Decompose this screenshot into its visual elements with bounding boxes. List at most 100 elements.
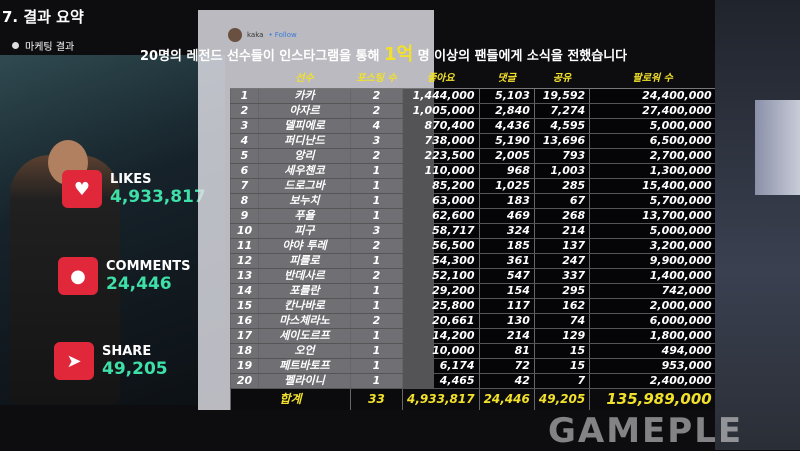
cell-comments: 117 bbox=[478, 298, 535, 314]
cell-rank: 11 bbox=[230, 238, 259, 254]
cell-name: 퍼디난드 bbox=[258, 133, 351, 149]
share-value: 49,205 bbox=[102, 358, 168, 379]
cell-shares: 7 bbox=[533, 373, 590, 389]
presentation-screen: 7. 결과 요약 마케팅 결과 ♥ LIKES 4,933,817 ● COMME… bbox=[0, 8, 716, 410]
table-row: 3 델피에로 4 870,400 4,436 4,595 5,000,000 bbox=[230, 118, 716, 134]
cell-likes: 29,200 bbox=[402, 283, 480, 299]
cell-rank: 3 bbox=[230, 118, 259, 134]
cell-fol: 2,700,000 bbox=[589, 148, 716, 164]
cell-fol: 24,400,000 bbox=[589, 88, 716, 104]
cell-rank: 20 bbox=[230, 373, 259, 389]
table-row: 17 세이도르프 1 14,200 214 129 1,800,000 bbox=[230, 328, 716, 344]
cell-posts: 1 bbox=[350, 343, 403, 359]
cell-comments: 214 bbox=[478, 328, 535, 344]
cell-comments: 154 bbox=[478, 283, 535, 299]
cell-shares: 7,274 bbox=[533, 103, 590, 119]
cell-posts: 2 bbox=[350, 238, 403, 254]
column-header bbox=[230, 70, 259, 89]
comments-label: COMMENTS bbox=[106, 258, 191, 274]
cell-fol: 9,900,000 bbox=[589, 253, 716, 269]
headline-pre: 20명의 레전드 선수들이 인스타그램을 통해 bbox=[140, 49, 380, 64]
cell-rank: 17 bbox=[230, 328, 259, 344]
cell-posts: 3 bbox=[350, 223, 403, 239]
cell-shares: 129 bbox=[533, 328, 590, 344]
cell-likes: 20,661 bbox=[402, 313, 480, 329]
cell-shares: 1,003 bbox=[533, 163, 590, 179]
cell-likes: 63,000 bbox=[402, 193, 480, 209]
share-icon: ➤ bbox=[54, 342, 94, 380]
cell-likes: 85,200 bbox=[402, 178, 480, 194]
table-row: 11 야야 투레 2 56,500 185 137 3,200,000 bbox=[230, 238, 716, 254]
table-row: 9 푸욜 1 62,600 469 268 13,700,000 bbox=[230, 208, 716, 224]
cell-comments: 2,005 bbox=[478, 148, 535, 164]
cell-comments: 469 bbox=[478, 208, 535, 224]
cell-name: 보누치 bbox=[258, 193, 351, 209]
cell-comments: 42 bbox=[478, 373, 535, 389]
cell-comments: 5,190 bbox=[478, 133, 535, 149]
cell-posts: 1 bbox=[350, 193, 403, 209]
cell-posts: 2 bbox=[350, 313, 403, 329]
cell-fol: 5,000,000 bbox=[589, 118, 716, 134]
cell-shares: 295 bbox=[533, 283, 590, 299]
column-header: 공유 bbox=[534, 70, 590, 89]
cell-name: 펠라이니 bbox=[258, 373, 351, 389]
background-light bbox=[755, 100, 800, 195]
cell-comments: 324 bbox=[478, 223, 535, 239]
subtitle: 마케팅 결과 bbox=[12, 38, 74, 53]
cell-fol: 27,400,000 bbox=[589, 103, 716, 119]
cell-rank: 8 bbox=[230, 193, 259, 209]
cell-rank: 9 bbox=[230, 208, 259, 224]
follow-link[interactable]: • Follow bbox=[268, 31, 297, 39]
table-row: 6 세우첸코 1 110,000 968 1,003 1,300,000 bbox=[230, 163, 716, 179]
cell-name: 푸욜 bbox=[258, 208, 351, 224]
table-row: 15 칸나바로 1 25,800 117 162 2,000,000 bbox=[230, 298, 716, 314]
cell-comments: 1,025 bbox=[478, 178, 535, 194]
cell-fol: 3,200,000 bbox=[589, 238, 716, 254]
cell-likes: 54,300 bbox=[402, 253, 480, 269]
cell-likes: 10,000 bbox=[402, 343, 480, 359]
cell-rank: 19 bbox=[230, 358, 259, 374]
cell-name: 아자르 bbox=[258, 103, 351, 119]
cell-name: 페트바토프 bbox=[258, 358, 351, 374]
table-row: 13 반데사르 2 52,100 547 337 1,400,000 bbox=[230, 268, 716, 284]
cell-posts: 1 bbox=[350, 373, 403, 389]
cell-rank: 15 bbox=[230, 298, 259, 314]
section-title: 7. 결과 요약 bbox=[2, 8, 84, 26]
cell-comments: 72 bbox=[478, 358, 535, 374]
cell-fol: 2,400,000 bbox=[589, 373, 716, 389]
cell-fol: 742,000 bbox=[589, 283, 716, 299]
heart-icon: ♥ bbox=[62, 170, 102, 208]
cell-fol: 5,700,000 bbox=[589, 193, 716, 209]
total-total-label: 합계 bbox=[230, 388, 351, 410]
cell-shares: 13,696 bbox=[533, 133, 590, 149]
total-shares: 49,205 bbox=[533, 388, 590, 410]
cell-likes: 6,174 bbox=[402, 358, 480, 374]
results-table: 선수 포스팅 수 좋아요 댓글 공유 팔로워 수 1 카카 2 1,444,000 5,103 19… bbox=[230, 70, 716, 410]
comments-value: 24,446 bbox=[106, 273, 172, 294]
table-row: 14 포를란 1 29,200 154 295 742,000 bbox=[230, 283, 716, 299]
column-header: 팔로워 수 bbox=[589, 70, 716, 89]
cell-posts: 1 bbox=[350, 283, 403, 299]
cell-likes: 25,800 bbox=[402, 298, 480, 314]
post-header: kaka • Follow bbox=[228, 28, 297, 42]
cell-rank: 16 bbox=[230, 313, 259, 329]
cell-fol: 494,000 bbox=[589, 343, 716, 359]
cell-posts: 2 bbox=[350, 103, 403, 119]
cell-shares: 15 bbox=[533, 343, 590, 359]
comment-icon: ● bbox=[58, 257, 98, 295]
cell-comments: 81 bbox=[478, 343, 535, 359]
cell-name: 마스체라노 bbox=[258, 313, 351, 329]
cell-shares: 74 bbox=[533, 313, 590, 329]
cell-fol: 15,400,000 bbox=[589, 178, 716, 194]
headline: 20명의 레전드 선수들이 인스타그램을 통해 1억 명 이상의 팬들에게 소식… bbox=[140, 44, 627, 68]
cell-likes: 1,005,000 bbox=[402, 103, 480, 119]
cell-comments: 130 bbox=[478, 313, 535, 329]
cell-comments: 185 bbox=[478, 238, 535, 254]
cell-comments: 4,436 bbox=[478, 118, 535, 134]
share-label: SHARE bbox=[102, 343, 152, 359]
table-row: 8 보누치 1 63,000 183 67 5,700,000 bbox=[230, 193, 716, 209]
cell-rank: 14 bbox=[230, 283, 259, 299]
total-row: 합계 33 4,933,817 24,446 49,205 135,989,000 bbox=[230, 388, 716, 410]
cell-shares: 214 bbox=[533, 223, 590, 239]
cell-posts: 2 bbox=[350, 148, 403, 164]
